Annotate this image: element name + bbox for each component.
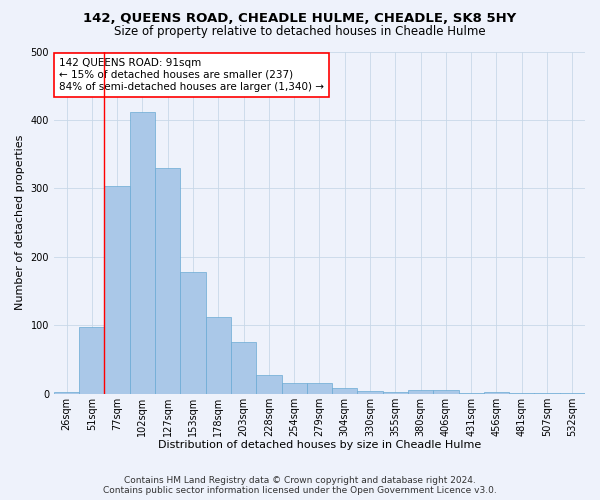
Bar xyxy=(433,390,458,394)
Y-axis label: Number of detached properties: Number of detached properties xyxy=(15,135,25,310)
Bar xyxy=(54,392,79,394)
Bar xyxy=(408,390,433,394)
Bar xyxy=(307,382,332,394)
Text: Size of property relative to detached houses in Cheadle Hulme: Size of property relative to detached ho… xyxy=(114,25,486,38)
Bar xyxy=(332,388,358,394)
Text: 142 QUEENS ROAD: 91sqm
← 15% of detached houses are smaller (237)
84% of semi-de: 142 QUEENS ROAD: 91sqm ← 15% of detached… xyxy=(59,58,324,92)
Bar xyxy=(130,112,155,394)
Bar xyxy=(231,342,256,394)
Bar xyxy=(104,186,130,394)
Text: 142, QUEENS ROAD, CHEADLE HULME, CHEADLE, SK8 5HY: 142, QUEENS ROAD, CHEADLE HULME, CHEADLE… xyxy=(83,12,517,26)
Bar xyxy=(256,374,281,394)
Bar xyxy=(535,393,560,394)
Bar xyxy=(281,384,307,394)
Bar xyxy=(181,272,206,394)
Text: Contains HM Land Registry data © Crown copyright and database right 2024.
Contai: Contains HM Land Registry data © Crown c… xyxy=(103,476,497,495)
Bar xyxy=(79,326,104,394)
Bar xyxy=(383,392,408,394)
Bar xyxy=(206,317,231,394)
Bar xyxy=(484,392,509,394)
Bar xyxy=(155,168,181,394)
X-axis label: Distribution of detached houses by size in Cheadle Hulme: Distribution of detached houses by size … xyxy=(158,440,481,450)
Bar xyxy=(509,393,535,394)
Bar xyxy=(458,393,484,394)
Bar xyxy=(560,393,585,394)
Bar xyxy=(358,391,383,394)
